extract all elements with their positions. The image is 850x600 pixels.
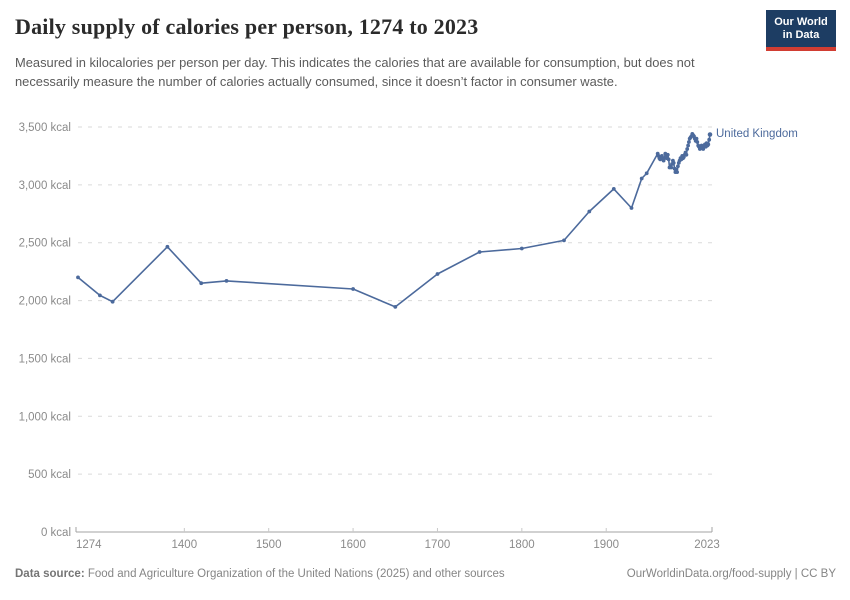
owid-logo-line1: Our World [774,16,828,28]
chart-footer: Data source: Food and Agriculture Organi… [15,568,836,580]
svg-text:1,000 kcal: 1,000 kcal [19,411,71,423]
chart-subtitle: Measured in kilocalories per person per … [15,55,695,89]
svg-text:2,000 kcal: 2,000 kcal [19,296,71,308]
owid-logo-line2: in Data [782,28,820,41]
owid-license-link[interactable]: OurWorldinData.org/food-supply | CC BY [626,568,836,580]
calorie-line-chart[interactable]: 0 kcal 500 kcal 1,000 kcal 1,500 kcal 2,000 … [0,110,850,568]
svg-text:0 kcal: 0 kcal [41,527,71,539]
owid-logo-accent-bar [766,47,836,51]
svg-text:1900: 1900 [593,539,619,551]
svg-text:1400: 1400 [172,539,198,551]
data-source-label: Data source: [15,568,85,580]
svg-text:1800: 1800 [509,539,535,551]
data-source-note: Data source: Food and Agriculture Organi… [15,568,505,580]
svg-text:1,500 kcal: 1,500 kcal [19,353,71,365]
svg-text:1274: 1274 [76,539,102,551]
svg-text:2023: 2023 [694,539,720,551]
svg-text:1500: 1500 [256,539,282,551]
svg-text:1600: 1600 [340,539,366,551]
svg-text:3,500 kcal: 3,500 kcal [19,122,71,134]
svg-text:2,500 kcal: 2,500 kcal [19,238,71,250]
svg-text:500 kcal: 500 kcal [28,469,71,481]
page-title: Daily supply of calories per person, 127… [15,14,479,39]
svg-text:3,000 kcal: 3,000 kcal [19,180,71,192]
owid-logo[interactable]: Our World in Data [766,10,836,51]
svg-text:1700: 1700 [425,539,451,551]
series-entity-label[interactable]: United Kingdom [716,128,798,140]
owid-logo-box: Our World in Data [766,10,836,47]
data-source-text: Food and Agriculture Organization of the… [84,568,505,580]
